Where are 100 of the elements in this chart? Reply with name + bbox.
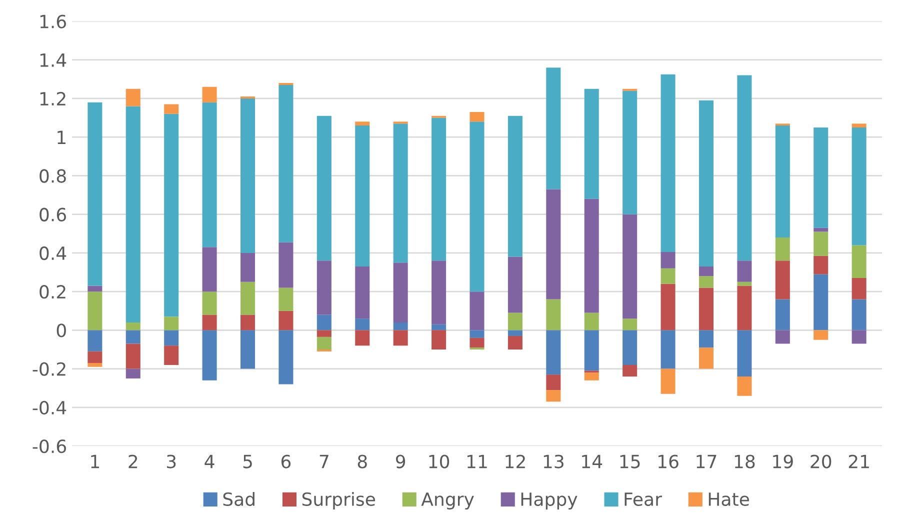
legend-label: Happy: [521, 492, 578, 510]
bar: [584, 88, 599, 199]
bar: [432, 324, 446, 330]
bar: [546, 189, 561, 300]
bar: [355, 266, 370, 319]
bar: [775, 238, 790, 261]
bar: [698, 330, 714, 348]
bar: [814, 228, 828, 232]
x-tick-label: 16: [658, 454, 678, 468]
y-tick-label: 0.6: [40, 208, 66, 222]
bar: [660, 74, 676, 252]
bar: [814, 274, 828, 330]
y-tick-label: -0.6: [32, 440, 66, 454]
bar: [814, 330, 828, 340]
bar: [660, 268, 676, 284]
bar: [278, 242, 294, 288]
bar: [660, 284, 676, 330]
bar: [164, 316, 179, 330]
bar: [775, 260, 790, 300]
bar: [240, 314, 256, 330]
bar: [278, 84, 294, 242]
bar: [202, 86, 217, 102]
x-tick-label: 10: [429, 454, 450, 468]
bar: [164, 330, 179, 346]
x-tick-label: 7: [320, 454, 328, 468]
bar: [240, 252, 256, 282]
bar: [508, 312, 522, 330]
bar: [164, 346, 179, 365]
bar: [164, 104, 179, 114]
bar: [508, 336, 522, 350]
x-tick-label: 20: [810, 454, 832, 468]
bar: [584, 198, 599, 313]
bar: [508, 256, 522, 313]
bar: [737, 330, 752, 377]
bar: [852, 124, 866, 128]
bar: [660, 252, 676, 268]
bar: [316, 314, 332, 330]
x-tick-label: 9: [396, 454, 406, 468]
bar: [126, 322, 140, 330]
bar: [164, 114, 179, 317]
bar: [126, 106, 140, 322]
bar: [470, 112, 484, 122]
bar: [316, 330, 332, 337]
bar: [584, 312, 599, 330]
bar: [737, 286, 752, 330]
bar: [126, 344, 140, 369]
bar: [393, 322, 408, 330]
x-tick-label: 1: [91, 454, 99, 468]
bar: [88, 292, 102, 330]
bar: [546, 330, 561, 375]
bar: [852, 127, 866, 246]
bar: [355, 122, 370, 126]
bar: [88, 102, 102, 286]
bar: [698, 288, 714, 330]
y-tick-label: -0.4: [32, 400, 66, 415]
bar: [88, 363, 102, 367]
x-tick-label: 8: [358, 454, 367, 468]
bar: [546, 390, 561, 402]
bar: [852, 278, 866, 300]
x-tick-label: 14: [582, 454, 602, 468]
x-tick-label: 17: [696, 454, 716, 468]
bar: [278, 330, 294, 384]
x-tick-label: 6: [281, 454, 291, 468]
bar: [88, 286, 102, 292]
y-tick-label: 0: [56, 324, 66, 338]
bar: [470, 122, 484, 292]
bar: [775, 126, 790, 238]
bar: [88, 351, 102, 364]
bar: [622, 318, 638, 330]
bar: [316, 336, 332, 350]
bar: [470, 338, 484, 348]
bar: [240, 282, 256, 315]
bar: [622, 90, 638, 214]
bar: [852, 330, 866, 344]
bar: [852, 245, 866, 278]
x-tick-label: 15: [620, 454, 640, 468]
legend-label: Surprise: [302, 492, 376, 510]
bar: [316, 116, 332, 261]
bar: [546, 68, 561, 190]
bar: [393, 262, 408, 322]
bar: [432, 260, 446, 324]
bar: [814, 256, 828, 274]
bar: [737, 376, 752, 396]
x-tick-label: 11: [467, 454, 487, 468]
y-tick-label: -0.2: [32, 362, 66, 376]
bar: [202, 314, 217, 330]
legend-label: Fear: [624, 492, 662, 506]
bar: [852, 299, 866, 330]
bar: [432, 118, 446, 261]
x-tick-label: 12: [506, 454, 525, 468]
y-tick-label: 1: [58, 130, 66, 144]
bar: [660, 368, 676, 394]
bar: [546, 374, 561, 390]
bar: [814, 232, 828, 256]
legend-label: Hate: [708, 492, 749, 506]
x-tick-label: 5: [243, 454, 252, 468]
bar: [508, 330, 522, 336]
bar: [622, 214, 638, 319]
y-tick-label: 0.4: [40, 246, 66, 260]
bar: [737, 282, 752, 286]
